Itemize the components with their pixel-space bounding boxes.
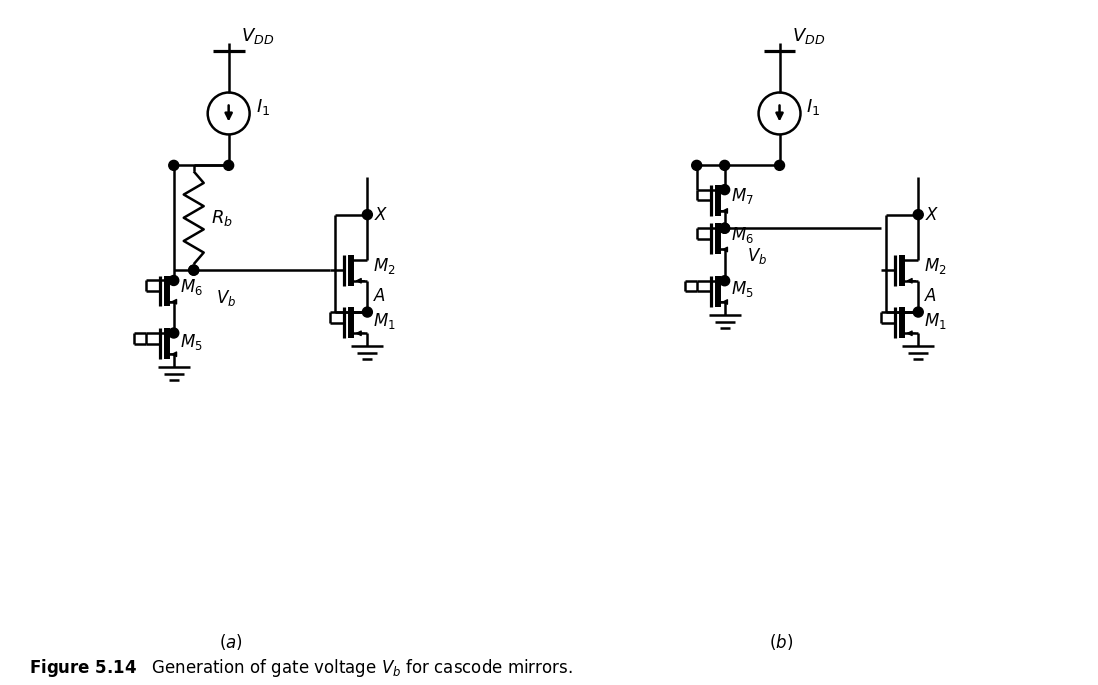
Text: $M_6$: $M_6$ — [730, 225, 753, 245]
Text: $M_5$: $M_5$ — [180, 332, 202, 351]
Text: $I_1$: $I_1$ — [806, 97, 820, 117]
Circle shape — [719, 185, 730, 195]
Text: $V_b$: $V_b$ — [747, 246, 766, 266]
Circle shape — [719, 160, 730, 171]
Text: $(a)$: $(a)$ — [219, 632, 243, 652]
Text: $V_{DD}$: $V_{DD}$ — [792, 25, 825, 46]
Text: $I_1$: $I_1$ — [256, 97, 270, 117]
Text: $\bf{Figure\ 5.14}$   Generation of gate voltage $V_b$ for cascode mirrors.: $\bf{Figure\ 5.14}$ Generation of gate v… — [29, 658, 573, 680]
Circle shape — [719, 276, 730, 286]
Circle shape — [914, 307, 923, 317]
Text: $M_7$: $M_7$ — [730, 186, 753, 206]
Circle shape — [224, 160, 234, 171]
Circle shape — [719, 223, 730, 233]
Circle shape — [169, 160, 179, 171]
Circle shape — [169, 275, 179, 286]
Circle shape — [774, 160, 785, 171]
Circle shape — [719, 223, 730, 233]
Text: $M_1$: $M_1$ — [373, 311, 396, 331]
Circle shape — [169, 328, 179, 338]
Text: $V_b$: $V_b$ — [215, 288, 236, 308]
Circle shape — [189, 265, 199, 275]
Text: $M_5$: $M_5$ — [730, 279, 753, 299]
Text: $R_b$: $R_b$ — [211, 208, 233, 227]
Circle shape — [692, 160, 702, 171]
Circle shape — [362, 210, 372, 220]
Text: $X$: $X$ — [374, 206, 389, 223]
Text: $X$: $X$ — [926, 206, 940, 223]
Circle shape — [362, 307, 372, 317]
Text: $V_{DD}$: $V_{DD}$ — [240, 25, 273, 46]
Text: $(b)$: $(b)$ — [770, 632, 794, 652]
Circle shape — [189, 265, 199, 275]
Text: $A$: $A$ — [373, 288, 386, 306]
Circle shape — [914, 210, 923, 220]
Text: $M_1$: $M_1$ — [925, 311, 946, 331]
Text: $M_2$: $M_2$ — [925, 256, 946, 276]
Text: $M_2$: $M_2$ — [373, 256, 396, 276]
Text: $M_6$: $M_6$ — [180, 277, 203, 297]
Text: $A$: $A$ — [925, 288, 938, 306]
